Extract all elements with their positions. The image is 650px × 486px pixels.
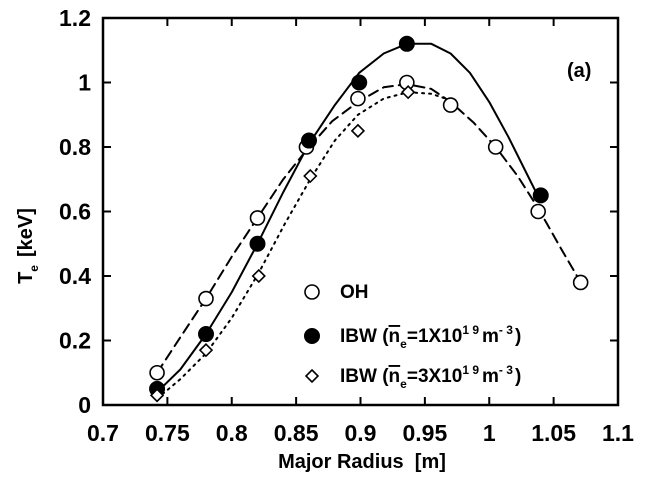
x-tick-label: 0.75 bbox=[145, 420, 190, 446]
x-tick-label: 0.95 bbox=[402, 420, 447, 446]
data-point-series-1 bbox=[198, 290, 214, 307]
fit-line-series-1 bbox=[156, 83, 582, 374]
legend-text-part: ) bbox=[515, 326, 521, 347]
x-tick-label: 0.85 bbox=[274, 420, 319, 446]
y-tick-label: 0.8 bbox=[59, 134, 91, 160]
x-tick-label: 1.05 bbox=[531, 420, 576, 446]
y-axis-title-unit: [keV] bbox=[15, 208, 37, 257]
data-point-series-3 bbox=[198, 343, 214, 358]
data-point-series-3 bbox=[350, 123, 366, 139]
legend-marker-series-2 bbox=[304, 328, 320, 344]
legend-text-part: m bbox=[482, 366, 499, 387]
x-tick-label: 1.1 bbox=[602, 420, 634, 446]
y-tick-label: 0.6 bbox=[59, 199, 91, 225]
data-point-series-2 bbox=[301, 132, 317, 149]
legend-text-part: IBW ( bbox=[340, 366, 389, 387]
data-point-series-1 bbox=[442, 97, 459, 113]
y-tick-label: 0.4 bbox=[59, 263, 91, 289]
legend-text-part: m bbox=[482, 326, 499, 347]
data-point-series-2 bbox=[398, 35, 415, 52]
data-point-series-1 bbox=[350, 90, 366, 107]
legend-label-series-1: OH bbox=[340, 282, 369, 303]
legend-superscript: 1 9 bbox=[462, 363, 479, 377]
data-point-series-1 bbox=[530, 203, 546, 220]
x-tick-label: 0.8 bbox=[216, 420, 248, 446]
legend-marker-series-3 bbox=[304, 368, 320, 384]
data-point-series-1 bbox=[572, 274, 589, 291]
legend-text-density: n bbox=[389, 366, 401, 387]
legend-superscript: 1 9 bbox=[462, 323, 479, 337]
data-markers bbox=[149, 35, 589, 403]
y-axis-title: Te [keV] bbox=[15, 208, 41, 284]
y-tick-label: 0.2 bbox=[59, 328, 91, 354]
y-tick-label: 1 bbox=[78, 70, 91, 96]
data-point-series-2 bbox=[198, 326, 214, 343]
x-axis-title: Major Radius [m] bbox=[278, 451, 446, 473]
data-point-series-1 bbox=[487, 139, 504, 155]
y-axis-title-main: T bbox=[15, 272, 37, 284]
data-point-series-3 bbox=[303, 168, 318, 184]
legend-superscript: - 3 bbox=[499, 323, 513, 337]
y-tick-label: 1.2 bbox=[59, 5, 91, 31]
tick-labels: 0.7 0.75 0.8 0.85 0.9 0.95 1 1.05 1.1 0 0.2 0.4 0.6 0… bbox=[59, 5, 634, 446]
y-tick-label: 0 bbox=[78, 392, 91, 418]
y-axis-title-subscript: e bbox=[27, 265, 41, 272]
svg-text:Te[keV]: Te [keV] bbox=[15, 208, 41, 284]
axis-ticks bbox=[102, 17, 619, 406]
data-point-series-3 bbox=[251, 268, 266, 284]
data-point-series-1 bbox=[249, 210, 266, 226]
legend-text-part: ) bbox=[515, 366, 521, 387]
legend-subscript: e bbox=[400, 377, 407, 391]
x-tick-label: 0.7 bbox=[87, 420, 119, 446]
legend-superscript: - 3 bbox=[499, 363, 513, 377]
data-point-series-2 bbox=[532, 187, 549, 204]
data-point-series-2 bbox=[249, 235, 266, 252]
legend-subscript: e bbox=[400, 337, 407, 351]
data-point-series-3 bbox=[149, 388, 165, 403]
legend-marker-series-1 bbox=[304, 284, 320, 300]
legend-text-part: =3X10 bbox=[407, 366, 462, 387]
data-point-series-1 bbox=[149, 364, 165, 381]
legend-text-part: =1X10 bbox=[407, 326, 462, 347]
legend-label-series-2: IBW (ne=1X101 9 m- 3) bbox=[340, 323, 521, 351]
data-point-series-2 bbox=[351, 74, 368, 91]
x-tick-label: 0.9 bbox=[345, 420, 377, 446]
x-tick-label: 1 bbox=[483, 420, 496, 446]
fit-line-series-2 bbox=[156, 42, 542, 394]
panel-label: (a) bbox=[567, 60, 591, 82]
data-point-series-3 bbox=[401, 85, 416, 100]
legend-text-density: n bbox=[389, 326, 401, 347]
legend-label-series-3: IBW (ne=3X101 9 m- 3) bbox=[340, 363, 521, 391]
legend-text-part: IBW ( bbox=[340, 326, 389, 347]
